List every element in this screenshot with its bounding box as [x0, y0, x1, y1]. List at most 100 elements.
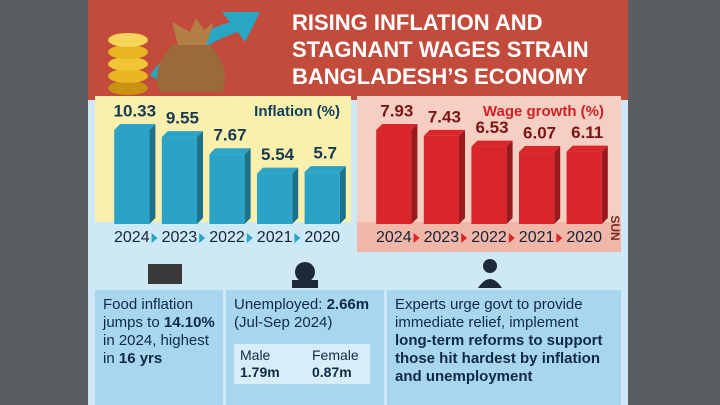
separator-arrow	[246, 233, 253, 243]
bar-side	[244, 148, 251, 224]
value-label: 6.53	[475, 118, 508, 137]
value-label: 7.93	[380, 101, 413, 120]
gender-box: Male 1.79m Female 0.87m	[234, 344, 370, 384]
bar-side	[506, 140, 513, 224]
text: 2.66m	[326, 296, 370, 313]
separator-arrow	[461, 233, 468, 243]
bar	[376, 130, 412, 224]
bar-top	[114, 124, 156, 130]
coin	[108, 69, 148, 83]
text: (Jul-Sep 2024)	[234, 314, 333, 331]
value-label: 6.07	[523, 124, 556, 143]
desk-icon	[292, 280, 318, 288]
value-label: 7.67	[213, 126, 246, 145]
x-tick-label: 2021	[519, 229, 555, 246]
x-tick-label: 2020	[566, 229, 602, 246]
separator-arrow	[556, 233, 563, 243]
text: 16 yrs	[118, 350, 163, 367]
bar	[471, 146, 507, 224]
bar-side	[292, 167, 299, 224]
value-label: 5.7	[313, 144, 337, 163]
text: 14.10%	[163, 314, 215, 331]
year-strip	[357, 222, 621, 252]
bar	[209, 154, 245, 224]
cart-icon	[148, 264, 182, 284]
bar-top	[518, 146, 561, 153]
separator-arrow	[151, 233, 158, 243]
unemployment-fact: Unemployed: 2.66m (Jul-Sep 2024) Male 1.7…	[226, 290, 384, 405]
value: 0.87m	[312, 364, 352, 380]
coin	[108, 33, 148, 47]
bar-side	[339, 166, 346, 224]
text: Food inflation jumps to	[103, 296, 194, 331]
expert-icon	[478, 279, 502, 288]
year-strip	[95, 222, 351, 252]
expert-icon	[483, 259, 497, 273]
bar-top	[209, 148, 251, 155]
text: Experts urge govt to provide immediate r…	[395, 296, 583, 331]
x-tick-label: 2023	[162, 229, 198, 246]
value-label: 5.54	[261, 145, 295, 164]
bar-side	[197, 131, 204, 224]
x-tick-label: 2024	[114, 229, 150, 246]
x-tick-label: 2022	[209, 229, 245, 246]
coin	[108, 81, 148, 95]
female: Female 0.87m	[312, 347, 359, 381]
chart-title: Wage growth (%)	[483, 103, 604, 120]
bar	[304, 172, 340, 224]
bar-side	[411, 124, 418, 224]
value: 1.79m	[240, 364, 280, 380]
illustration	[108, 12, 260, 95]
brand: SUN	[608, 215, 622, 240]
male: Male 1.79m	[240, 347, 280, 381]
value-label: 10.33	[114, 101, 157, 120]
bar-side	[554, 146, 561, 224]
title: RISING INFLATION AND STAGNANT WAGES STRA…	[292, 10, 589, 89]
x-tick-label: 2024	[376, 229, 412, 246]
title-line: STAGNANT WAGES STRAIN	[292, 37, 589, 62]
separator-arrow	[508, 233, 515, 243]
bar	[518, 152, 555, 224]
food-fact: Food inflation jumps to 14.10% in 2024, …	[95, 290, 223, 405]
bar	[256, 173, 293, 224]
value-label: 9.55	[166, 109, 199, 128]
icons	[148, 259, 502, 288]
x-tick-label: 2022	[471, 229, 507, 246]
bar-top	[566, 145, 608, 152]
x-tick-label: 2023	[424, 229, 460, 246]
value-label: 7.43	[428, 107, 461, 126]
title-line: BANGLADESH’S ECONOMY	[292, 64, 588, 89]
value-label: 6.11	[571, 123, 603, 142]
text: in 2024, highest in	[103, 332, 209, 367]
bar-side	[149, 124, 156, 224]
separator-arrow	[413, 233, 420, 243]
bag-top	[172, 18, 214, 45]
separator-arrow	[294, 233, 301, 243]
text: long-term reforms to support those hit h…	[395, 332, 603, 385]
coin	[108, 57, 148, 71]
x-tick-label: 2020	[304, 229, 340, 246]
bar-top	[304, 166, 346, 173]
person-icon	[295, 262, 315, 282]
bar-side	[459, 129, 466, 224]
chart-title: Inflation (%)	[254, 103, 340, 120]
bar-side	[601, 145, 608, 224]
experts-fact: Experts urge govt to provide immediate r…	[387, 290, 621, 405]
text: Unemployed:	[234, 296, 323, 313]
bar	[114, 130, 150, 224]
bar	[161, 137, 198, 224]
bar	[423, 135, 460, 224]
label: Female	[312, 347, 359, 363]
title-line: RISING INFLATION AND	[292, 10, 543, 35]
separator-arrow	[199, 233, 206, 243]
coin	[108, 45, 148, 59]
bar	[566, 151, 602, 224]
bag	[156, 45, 226, 92]
bar-top	[376, 124, 418, 130]
label: Male	[240, 347, 271, 363]
bar-top	[256, 167, 299, 174]
bar-top	[423, 129, 466, 136]
bar-top	[471, 140, 513, 147]
